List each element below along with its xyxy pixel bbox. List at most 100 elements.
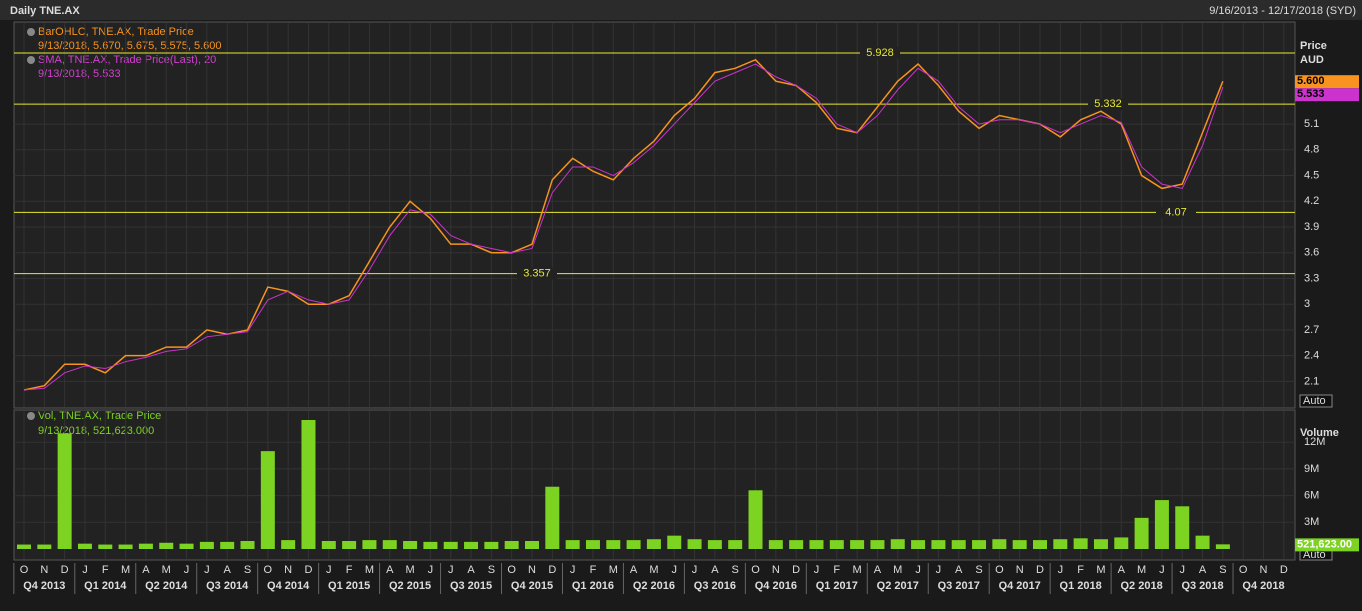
x-tick-label: D	[548, 564, 556, 576]
x-tick-label: M	[162, 564, 171, 576]
x-tick-label: M	[405, 564, 414, 576]
x-tick-label: J	[936, 564, 942, 576]
auto-label[interactable]: Auto	[1303, 549, 1326, 561]
x-tick-label: M	[121, 564, 130, 576]
x-tick-label: F	[833, 564, 840, 576]
x-tick-label: J	[570, 564, 576, 576]
x-tick-label: J	[204, 564, 210, 576]
x-tick-label: J	[915, 564, 921, 576]
x-tick-label: F	[590, 564, 597, 576]
x-tick-label: O	[1239, 564, 1248, 576]
volume-bar	[972, 540, 987, 549]
x-tick-label: F	[1077, 564, 1084, 576]
x-tick-label: A	[467, 564, 475, 576]
volume-bar	[1053, 539, 1068, 549]
x-tick-label: S	[244, 564, 251, 576]
x-tick-label: M	[853, 564, 862, 576]
x-tick-label: J	[1058, 564, 1064, 576]
x-tick-label: J	[1179, 564, 1185, 576]
reference-label-bg	[860, 47, 900, 60]
volume-bar	[870, 540, 885, 549]
y-tick-label: 4.8	[1304, 144, 1319, 156]
legend-icon	[27, 56, 35, 64]
x-tick-label: M	[365, 564, 374, 576]
y-tick-label: 2.1	[1304, 375, 1319, 387]
volume-bar	[77, 543, 92, 549]
x-tick-label: J	[82, 564, 88, 576]
legend-entry: SMA, TNE.AX, Trade Price(Last), 20	[38, 54, 216, 66]
x-tick-label: N	[284, 564, 292, 576]
volume-bar	[565, 540, 580, 549]
volume-bar	[931, 540, 946, 549]
volume-bar	[464, 541, 479, 549]
legend-icon	[27, 28, 35, 36]
x-quarter-label: Q3 2015	[450, 580, 492, 592]
volume-bar	[1114, 537, 1129, 549]
x-tick-label: M	[1096, 564, 1105, 576]
x-tick-label: J	[1159, 564, 1165, 576]
x-quarter-label: Q4 2018	[1242, 580, 1284, 592]
x-tick-label: S	[975, 564, 982, 576]
y-tick-label: 3.9	[1304, 221, 1319, 233]
volume-bar	[240, 540, 255, 549]
volume-bar	[992, 539, 1007, 549]
volume-bar	[890, 539, 905, 549]
reference-label-bg	[517, 267, 557, 280]
auto-button[interactable]	[1299, 394, 1333, 408]
y-tick-label: 4.2	[1304, 195, 1319, 207]
x-tick-label: J	[671, 564, 677, 576]
x-quarter-label: Q1 2014	[84, 580, 127, 592]
current-value-label: 5.533	[1297, 88, 1325, 100]
volume-bar	[321, 540, 336, 549]
x-quarter-label: Q4 2016	[755, 580, 797, 592]
x-quarter-label: Q3 2017	[938, 580, 980, 592]
y-tick-label: 3	[1304, 298, 1310, 310]
current-value-box	[1295, 75, 1359, 89]
x-tick-label: D	[61, 564, 69, 576]
volume-bar	[585, 540, 600, 549]
reference-label: 5.928	[866, 47, 894, 59]
volume-bar	[281, 540, 296, 549]
x-tick-label: A	[142, 564, 150, 576]
x-tick-label: A	[224, 564, 232, 576]
axis-title: Price	[1300, 40, 1327, 52]
x-tick-label: J	[184, 564, 190, 576]
x-tick-label: O	[751, 564, 760, 576]
x-tick-label: O	[20, 564, 29, 576]
y-tick-label: 3M	[1304, 516, 1319, 528]
volume-bar	[1195, 535, 1210, 549]
x-quarter-label: Q2 2015	[389, 580, 431, 592]
volume-bar	[199, 541, 214, 549]
y-tick-label: 5.1	[1304, 118, 1319, 130]
volume-bar	[17, 544, 31, 549]
price-line	[23, 63, 1224, 391]
volume-bar	[829, 540, 844, 549]
x-tick-label: M	[893, 564, 902, 576]
x-quarter-label: Q3 2018	[1181, 580, 1223, 592]
x-quarter-label: Q1 2018	[1060, 580, 1102, 592]
auto-label[interactable]: Auto	[1303, 395, 1326, 407]
legend-icon	[27, 412, 35, 420]
volume-bar	[728, 540, 743, 549]
volume-bar	[1093, 539, 1108, 549]
reference-label: 3.357	[523, 267, 551, 279]
volume-bar	[687, 539, 702, 549]
x-quarter-label: Q1 2016	[572, 580, 614, 592]
volume-bar	[301, 420, 316, 549]
volume-panel	[13, 409, 1296, 561]
x-tick-label: F	[346, 564, 353, 576]
x-quarter-label: Q3 2016	[694, 580, 736, 592]
x-tick-label: A	[386, 564, 394, 576]
y-tick-label: 3.3	[1304, 272, 1319, 284]
volume-bar	[1033, 540, 1047, 549]
volume-bar	[667, 535, 682, 549]
x-tick-label: M	[609, 564, 618, 576]
current-value-label: 5.600	[1297, 75, 1325, 87]
volume-bar	[525, 540, 539, 549]
x-tick-label: N	[1016, 564, 1024, 576]
x-tick-label: S	[1219, 564, 1226, 576]
x-tick-label: M	[649, 564, 658, 576]
x-tick-label: O	[995, 564, 1004, 576]
